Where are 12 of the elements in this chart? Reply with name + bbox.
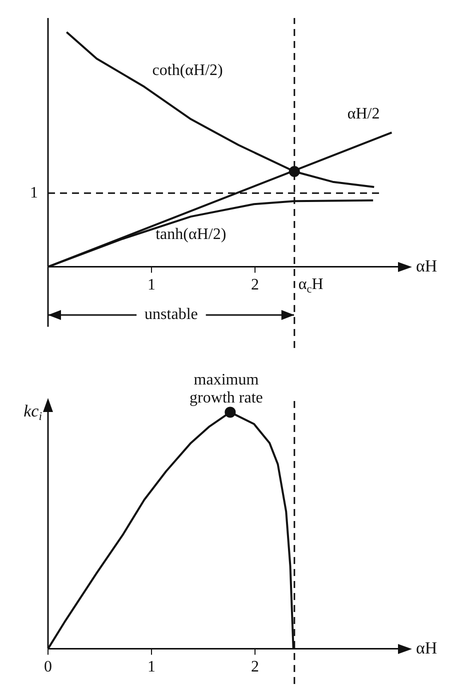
annotation: maximum growth rate — [190, 371, 263, 406]
text: unstable — [144, 306, 198, 324]
x-tick-label: 1 — [148, 658, 156, 676]
x-tick-label: 2 — [251, 658, 260, 676]
text: 1 — [30, 184, 38, 202]
series-label: tanh(αH/2) — [156, 226, 226, 243]
series-label: coth(αH/2) — [152, 62, 223, 79]
x-tick-label: 0 — [44, 658, 52, 676]
x-axis-title: αH — [416, 638, 438, 658]
x-axis-title: αH — [416, 256, 438, 276]
x-tick-label: 2 — [251, 276, 260, 294]
series-label: αH/2 — [347, 106, 380, 123]
